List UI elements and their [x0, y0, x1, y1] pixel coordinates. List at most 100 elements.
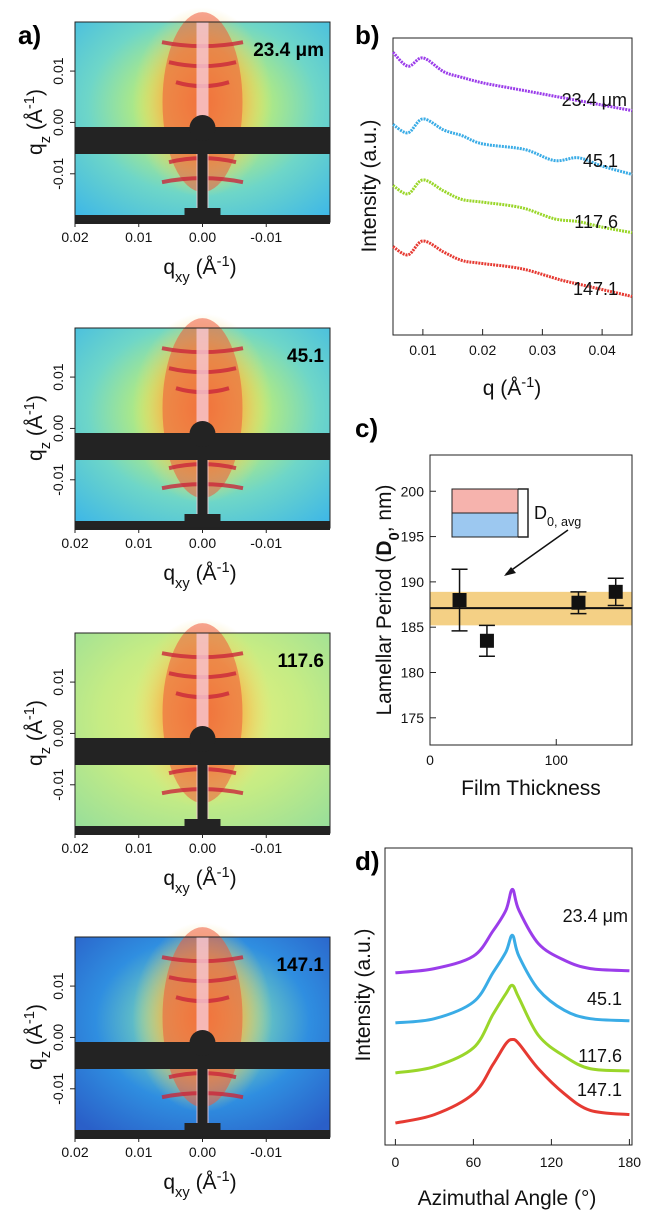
data-point-3 [608, 584, 623, 599]
y-tick-label: 185 [401, 619, 425, 635]
x-tick-label: 0 [392, 1154, 400, 1170]
x-tick-label: 0.00 [189, 535, 216, 551]
x-tick-label: 0.01 [409, 342, 436, 358]
beamstop-disc [189, 421, 216, 447]
gisaxs-image-2: 45.1 0.01 0.00 -0.01 0.02 0.01 0.00 -0.01 qxy (Å… [22, 313, 331, 592]
y-tick-label: 0.01 [50, 972, 66, 999]
inset-bracket [518, 488, 529, 538]
series-label: 23.4 μm [563, 906, 628, 926]
series-line-0 [391, 51, 633, 113]
beamstop-stem [197, 1067, 208, 1135]
beamstop-disc [189, 115, 216, 141]
x-axis-label: qxy (Å-1) [163, 560, 236, 592]
lamellar-period-plot: 175 180 185 190 195 200 0 100 D0, avg Film Thickn… [373, 454, 633, 800]
y-tick-label: -0.01 [50, 464, 66, 496]
y-tick-label: 0.00 [50, 109, 66, 136]
thickness-label: 117.6 [278, 651, 325, 672]
y-tick-label: 195 [401, 529, 425, 545]
y-tick-label: -0.01 [50, 1073, 66, 1105]
series-line-1 [395, 933, 630, 1025]
x-tick-label: 0.02 [61, 229, 88, 245]
plot-frame [429, 454, 633, 746]
x-tick-label: -0.01 [250, 840, 282, 856]
y-axis-label: Intensity (a.u.) [358, 119, 381, 252]
saxs-profile-plot: 23.4 μm 45.1 117.6 147.1 0.01 0.02 0.03 0.04 q (… [358, 37, 633, 400]
series-line-2 [392, 178, 633, 235]
y-axis-label: qz (Å-1) [22, 395, 54, 461]
x-tick-label: 0.01 [125, 229, 152, 245]
panel-label-b: b) [355, 20, 380, 50]
azimuthal-profile-plot: 23.4 μm 45.1 117.6 147.1 0 60 120 180 Azimuthal … [352, 847, 641, 1210]
inset-bottom-layer [451, 512, 519, 538]
annotation-arrowhead [504, 567, 516, 576]
y-tick-label: 200 [401, 483, 425, 499]
gisaxs-panel-stack: 23.4 μm 0.01 0.00 -0.01 0.02 0.01 0.00 -0.01 qxy… [22, 7, 331, 1201]
y-tick-label: -0.01 [50, 158, 66, 190]
beamstop-stem [197, 763, 208, 831]
x-tick-label: 0.01 [125, 535, 152, 551]
y-axis-label: qz (Å-1) [22, 700, 54, 766]
series-line-0 [395, 887, 630, 975]
inset-label: D0, avg [534, 503, 581, 529]
x-axis-label: Azimuthal Angle (°) [418, 1187, 597, 1210]
beamstop-base [184, 514, 221, 522]
y-tick-label: 0.01 [50, 668, 66, 695]
annotation-arrow [505, 529, 569, 575]
y-tick-label: 180 [401, 665, 425, 681]
y-tick-label: 0.00 [50, 1024, 66, 1051]
x-axis-label: q (Å-1) [483, 375, 542, 400]
thickness-label: 147.1 [276, 955, 324, 976]
beamstop-disc [189, 726, 216, 752]
panel-label-c: c) [355, 413, 378, 443]
beamstop-base [184, 819, 221, 827]
x-tick-label: 0.00 [189, 229, 216, 245]
thickness-label: 45.1 [287, 346, 324, 367]
x-tick-label: 100 [545, 752, 569, 768]
y-tick-label: 0.00 [50, 415, 66, 442]
y-tick-label: 0.01 [50, 363, 66, 390]
series-label: 45.1 [587, 989, 622, 1009]
series-label: 23.4 μm [562, 90, 627, 110]
data-point-1 [479, 633, 494, 648]
y-tick-label: 0.01 [50, 57, 66, 84]
x-tick-label: 0.01 [125, 840, 152, 856]
y-tick-label: -0.01 [50, 769, 66, 801]
panel-label-d: d) [355, 846, 380, 876]
series-label: 147.1 [577, 1080, 622, 1100]
data-point-0 [452, 593, 467, 607]
x-tick-label: 0 [426, 752, 434, 768]
x-tick-label: -0.01 [250, 229, 282, 245]
x-tick-label: 0.03 [529, 342, 556, 358]
data-point-2 [571, 595, 586, 610]
x-tick-label: 0.04 [589, 342, 616, 358]
x-tick-label: 120 [540, 1154, 564, 1170]
beamstop-base [184, 1123, 221, 1131]
y-tick-label: 0.00 [50, 720, 66, 747]
x-tick-label: 0.02 [61, 535, 88, 551]
y-axis-label: Intensity (a.u.) [352, 928, 375, 1061]
gisaxs-image-4: 147.1 0.01 0.00 -0.01 0.02 0.01 0.00 -0.01 qxy (… [22, 922, 331, 1201]
y-tick-label: 190 [401, 574, 425, 590]
series-label: 117.6 [574, 212, 618, 232]
x-tick-label: 0.02 [61, 1144, 88, 1160]
series-label: 147.1 [573, 279, 618, 299]
x-tick-label: 0.02 [61, 840, 88, 856]
beamstop-stem [197, 458, 208, 526]
beamstop-base [184, 208, 221, 216]
series-label: 45.1 [583, 151, 618, 171]
series-line-1 [392, 117, 633, 176]
x-tick-label: 0.01 [125, 1144, 152, 1160]
plot-frame [384, 847, 633, 1146]
x-tick-label: 60 [466, 1154, 482, 1170]
series-line-3 [392, 239, 633, 298]
x-tick-label: 0.00 [189, 840, 216, 856]
y-tick-label: 175 [401, 710, 425, 726]
x-tick-label: -0.01 [250, 1144, 282, 1160]
series-line-3 [395, 1038, 630, 1125]
x-tick-label: 0.02 [469, 342, 496, 358]
beamstop-stem [197, 152, 208, 220]
series-label: 117.6 [578, 1046, 622, 1066]
x-axis-label: Film Thickness [461, 777, 601, 800]
inset-top-layer [451, 488, 519, 514]
